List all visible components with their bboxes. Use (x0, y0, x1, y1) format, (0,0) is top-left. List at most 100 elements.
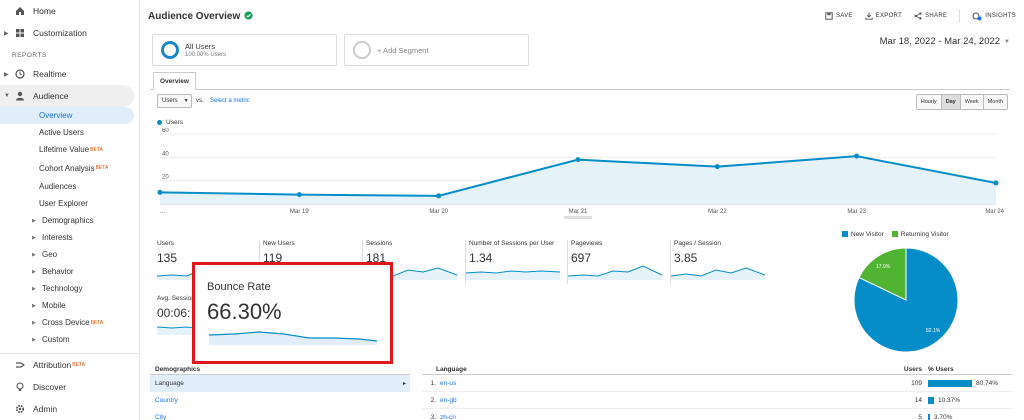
export-button[interactable]: EXPORT (865, 12, 902, 20)
sidebar-item-behavior[interactable]: ▶ Behavior (0, 263, 140, 280)
metric-label: Avg. Session Duration (157, 295, 222, 302)
tab-overview[interactable]: Overview (153, 72, 196, 90)
caret-down-icon: ▼ (4, 93, 10, 99)
caret-right-icon: ▶ (4, 71, 9, 78)
attribution-icon (14, 359, 26, 371)
sidebar-item-custom[interactable]: ▶ Custom (0, 331, 140, 348)
sidebar-item-technology[interactable]: ▶ Technology (0, 280, 140, 297)
metric-select[interactable]: Users ▼ (157, 94, 192, 108)
users-column-header: Users (903, 365, 922, 373)
sparkline-area (466, 271, 560, 280)
metric-pages-session[interactable]: Pages / Session 3.85 (670, 240, 770, 284)
date-range-picker[interactable]: Mar 18, 2022 - Mar 24, 2022 ▼ (880, 36, 1010, 47)
legend-returning-visitor-label: Returning Visitor (900, 231, 949, 238)
demographics-item-label: City (155, 414, 167, 420)
export-label: EXPORT (875, 13, 903, 19)
sidebar-bottom: Attribution BETA Discover Admin (0, 353, 140, 420)
x-tick-label: Mar 20 (429, 209, 448, 215)
share-button[interactable]: SHARE (914, 12, 947, 20)
metric-number-of-sessions-per-user[interactable]: Number of Sessions per User 1.34 (465, 240, 565, 284)
sidebar-item-geo[interactable]: ▶ Geo (0, 246, 140, 263)
nav-admin-label: Admin (33, 404, 58, 414)
save-button[interactable]: SAVE (825, 12, 853, 20)
y-tick-label: 20 (162, 175, 169, 181)
nav-home[interactable]: Home (0, 0, 140, 22)
add-segment-button[interactable]: + Add Segment (344, 34, 529, 66)
metric-pageviews[interactable]: Pageviews 697 (567, 240, 667, 284)
users-point[interactable] (157, 189, 163, 195)
language-link[interactable]: en-us (440, 379, 457, 387)
sidebar-item-user-explorer[interactable]: User Explorer (0, 195, 140, 212)
nav-discover[interactable]: Discover (0, 376, 140, 398)
sparkline-line (671, 267, 766, 277)
segment-all-users[interactable]: All Users 100.00% Users (152, 34, 337, 66)
legend-swatch (891, 231, 898, 238)
users-point[interactable] (854, 153, 860, 159)
language-link[interactable]: en-gb (440, 396, 457, 404)
granularity-week-button[interactable]: Week (960, 95, 984, 109)
sparkline-line (568, 265, 663, 277)
sidebar-item-cross-device[interactable]: ▶ Cross Device BETA (0, 314, 140, 331)
users-point[interactable] (296, 192, 302, 198)
users-point[interactable] (436, 193, 442, 199)
metric-value: 1.34 (469, 251, 493, 265)
legend-swatch (842, 231, 848, 238)
sidebar-item-lifetime-value[interactable]: Lifetime Value BETA (0, 141, 140, 158)
insights-label: INSIGHTS (985, 13, 1016, 19)
nav-home-label: Home (33, 6, 56, 16)
pie-slice-returning-visitor[interactable] (858, 247, 907, 301)
demographics-item-city[interactable]: City (150, 409, 410, 420)
nav-admin[interactable]: Admin (0, 398, 140, 420)
language-column-header: Language (436, 365, 467, 373)
sidebar-item-active-users[interactable]: Active Users (0, 124, 140, 141)
sidebar-item-mobile[interactable]: ▶ Mobile (0, 297, 140, 314)
sidebar-item-label: User Explorer (39, 199, 88, 208)
visitor-pie-chart: 82.1% 17.9% (853, 247, 959, 353)
sidebar-item-cohort-analysis[interactable]: Cohort Analysis BETA (0, 158, 140, 178)
beta-badge: BETA (95, 165, 109, 171)
users-point[interactable] (993, 180, 999, 186)
dropdown-arrow-icon: ▼ (183, 98, 189, 104)
users-area (160, 156, 996, 204)
demographics-item-label: Country (155, 397, 178, 404)
lightbulb-icon (14, 381, 26, 393)
granularity-hourly-button[interactable]: Hourly (916, 95, 942, 109)
insights-button[interactable]: INSIGHTS (972, 11, 1016, 21)
sidebar-item-label: Custom (42, 335, 70, 344)
reports-section-label: REPORTS (12, 51, 47, 59)
header-divider (959, 9, 961, 23)
chart-resize-handle[interactable] (564, 216, 592, 219)
demographics-item-language[interactable]: Language ▸ (150, 375, 410, 392)
metric-sparkline (466, 270, 561, 280)
demographics-item-country[interactable]: Country (150, 392, 410, 409)
users-point[interactable] (575, 157, 581, 163)
sidebar-item-demographics[interactable]: ▶ Demographics (0, 212, 140, 229)
chart-legend: Users (157, 119, 183, 126)
sidebar-item-overview[interactable]: Overview (0, 107, 134, 124)
nav-customization[interactable]: ▶ Customization (0, 22, 140, 44)
nav-realtime[interactable]: ▶ Realtime (0, 63, 140, 85)
nav-attribution[interactable]: Attribution BETA (0, 354, 140, 376)
select-metric-link[interactable]: Select a metric (210, 98, 250, 104)
sidebar-item-audiences[interactable]: Audiences (0, 178, 140, 195)
beta-badge: BETA (90, 319, 104, 326)
sidebar-item-label: Behavior (42, 267, 74, 276)
sidebar-item-interests[interactable]: ▶ Interests (0, 229, 140, 246)
share-label: SHARE (925, 13, 948, 19)
language-link[interactable]: zh-cn (440, 413, 456, 420)
sidebar-item-label: Mobile (42, 301, 66, 310)
nav-audience[interactable]: ▼ Audience (0, 85, 134, 107)
granularity-toggle: Hourly Day Week Month (915, 94, 1008, 110)
empty-ring-icon (353, 41, 371, 59)
pie-slice-new-visitor[interactable] (853, 247, 959, 353)
granularity-day-button[interactable]: Day (941, 95, 961, 109)
caret-right-icon: ▶ (32, 234, 36, 241)
caret-right-icon: ▶ (32, 251, 36, 258)
page-title: Audience Overview (148, 10, 241, 22)
users-point[interactable] (714, 164, 720, 170)
sidebar-item-label: Audiences (39, 182, 77, 191)
export-icon (865, 12, 873, 20)
metric-value: 00:06: (157, 306, 191, 320)
users-count: 109 (911, 379, 922, 387)
granularity-month-button[interactable]: Month (983, 95, 1007, 109)
